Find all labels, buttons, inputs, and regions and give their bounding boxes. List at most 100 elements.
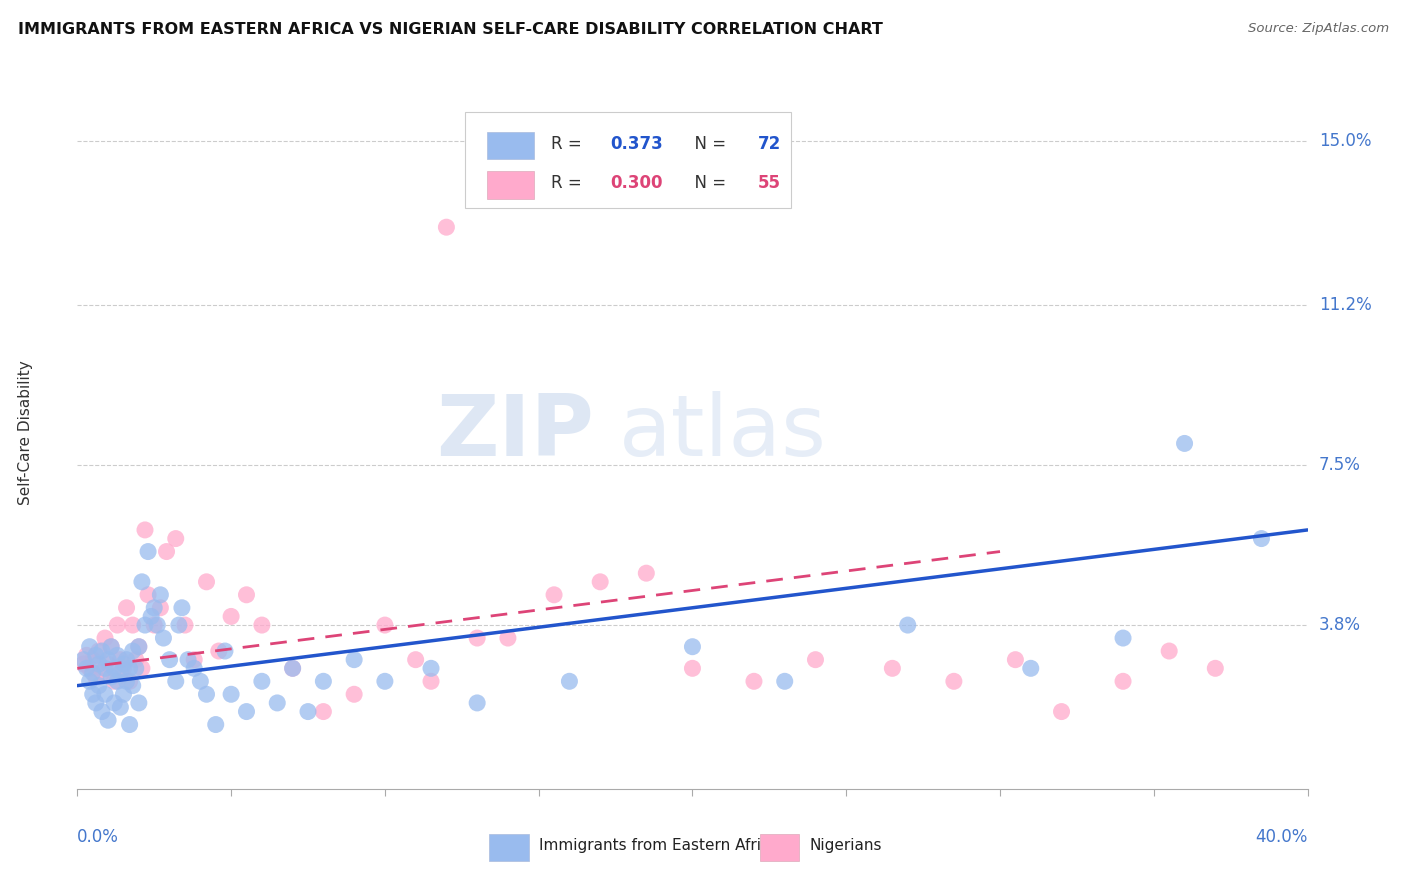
Point — [90, 705, 114, 719]
Point — [90, 644, 114, 658]
Point — [165, 674, 187, 689]
Point — [174, 618, 197, 632]
Point — [589, 574, 612, 589]
Point — [103, 661, 125, 675]
Point — [134, 523, 156, 537]
Point — [170, 600, 193, 615]
Point — [312, 674, 335, 689]
Point — [250, 618, 273, 632]
Point — [882, 661, 904, 675]
Point — [128, 696, 150, 710]
Point — [76, 661, 98, 675]
Point — [214, 644, 236, 658]
Text: 40.0%: 40.0% — [1256, 829, 1308, 847]
Point — [72, 657, 94, 671]
Point — [465, 696, 488, 710]
Point — [177, 653, 200, 667]
Point — [188, 674, 212, 689]
Point — [90, 665, 114, 680]
Point — [110, 653, 132, 667]
Point — [141, 609, 163, 624]
Point — [118, 674, 141, 689]
Point — [100, 670, 122, 684]
FancyBboxPatch shape — [489, 834, 529, 861]
Point — [105, 618, 128, 632]
Point — [128, 640, 150, 654]
Point — [208, 644, 231, 658]
Text: Self-Care Disability: Self-Care Disability — [18, 360, 34, 505]
Point — [235, 705, 257, 719]
Point — [76, 648, 98, 663]
FancyBboxPatch shape — [486, 132, 534, 160]
Point — [94, 661, 117, 675]
Point — [558, 674, 581, 689]
Point — [804, 653, 827, 667]
Point — [79, 661, 101, 675]
Point — [465, 631, 488, 645]
Text: Nigerians: Nigerians — [810, 838, 882, 853]
Point — [183, 661, 205, 675]
Point — [105, 674, 128, 689]
Point — [82, 665, 104, 680]
Point — [297, 705, 319, 719]
Point — [235, 588, 257, 602]
Text: N =: N = — [683, 135, 731, 153]
Point — [636, 566, 658, 581]
Point — [1174, 436, 1197, 450]
Point — [115, 674, 138, 689]
Point — [72, 653, 94, 667]
Point — [1159, 644, 1181, 658]
Point — [136, 544, 159, 558]
Point — [420, 674, 443, 689]
Text: 0.0%: 0.0% — [77, 829, 120, 847]
Point — [112, 661, 135, 675]
Text: IMMIGRANTS FROM EASTERN AFRICA VS NIGERIAN SELF-CARE DISABILITY CORRELATION CHAR: IMMIGRANTS FROM EASTERN AFRICA VS NIGERI… — [18, 22, 883, 37]
Point — [204, 717, 226, 731]
Point — [112, 657, 135, 671]
Point — [374, 618, 396, 632]
Point — [100, 640, 122, 654]
Point — [1112, 674, 1135, 689]
Point — [121, 644, 143, 658]
Point — [682, 640, 704, 654]
Point — [543, 588, 565, 602]
Point — [100, 640, 122, 654]
Point — [87, 679, 110, 693]
Text: 0.300: 0.300 — [610, 174, 662, 192]
Point — [131, 661, 153, 675]
Point — [155, 544, 177, 558]
Point — [219, 687, 242, 701]
Point — [97, 653, 120, 667]
Point — [94, 687, 117, 701]
Point — [84, 648, 107, 663]
Point — [1019, 661, 1042, 675]
Point — [195, 687, 218, 701]
Point — [143, 600, 166, 615]
Text: N =: N = — [683, 174, 731, 192]
Point — [281, 661, 304, 675]
Point — [167, 618, 190, 632]
Point — [1004, 653, 1026, 667]
Point — [87, 644, 110, 658]
Point — [250, 674, 273, 689]
Point — [128, 640, 150, 654]
Point — [374, 674, 396, 689]
Point — [773, 674, 796, 689]
Point — [87, 657, 110, 671]
Text: 72: 72 — [758, 135, 780, 153]
Point — [942, 674, 965, 689]
Point — [436, 220, 458, 235]
Point — [420, 661, 443, 675]
Point — [82, 687, 104, 701]
Point — [103, 674, 125, 689]
Point — [1250, 532, 1272, 546]
Point — [125, 661, 148, 675]
Text: atlas: atlas — [619, 391, 827, 475]
Point — [103, 696, 125, 710]
Point — [79, 674, 101, 689]
Point — [110, 700, 132, 714]
Point — [121, 618, 143, 632]
Point — [219, 609, 242, 624]
Point — [105, 648, 128, 663]
Point — [115, 600, 138, 615]
